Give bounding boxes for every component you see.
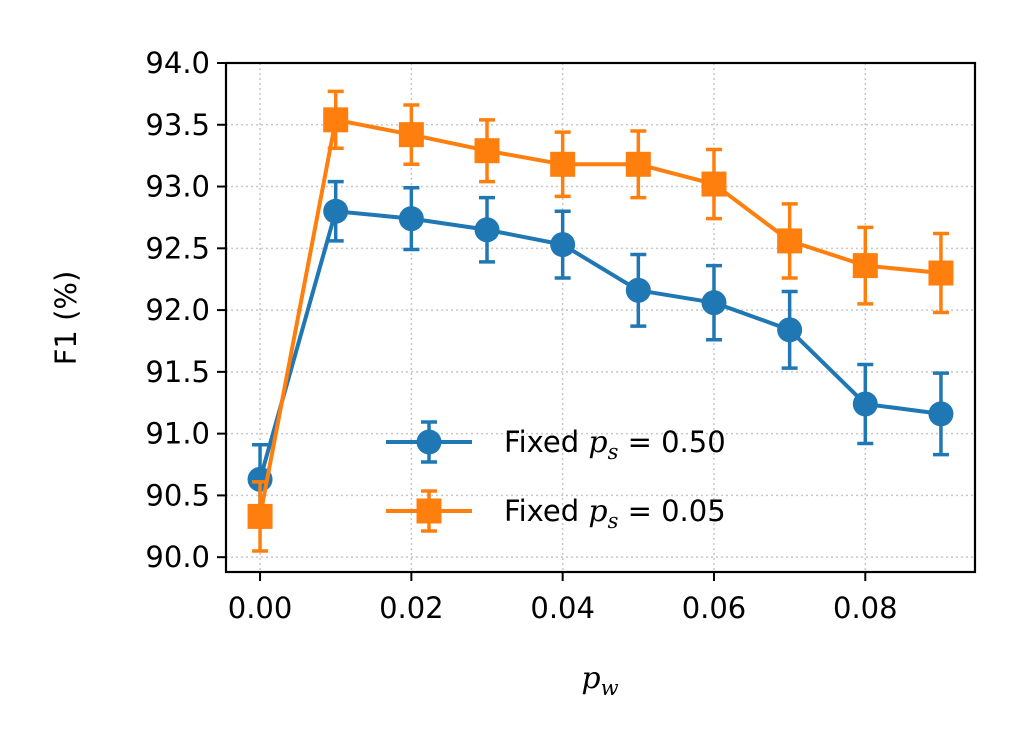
- legend-sub: s: [608, 509, 619, 533]
- y-tick-label: 93.5: [145, 108, 210, 142]
- legend-marker: [416, 429, 442, 455]
- legend-entry-1: Fixed ps = 0.50: [386, 420, 726, 464]
- legend-var: p: [588, 494, 607, 529]
- y-tick-label: 94.0: [145, 46, 210, 80]
- data-point: [474, 138, 500, 164]
- series-line: [258, 117, 942, 517]
- data-point: [247, 503, 273, 529]
- data-point: [852, 253, 878, 279]
- legend-prefix: Fixed: [504, 425, 588, 459]
- x-axis-label-sub: w: [601, 676, 619, 700]
- series-line: [258, 209, 942, 480]
- data-point: [323, 107, 349, 133]
- x-axis-label-base: p: [581, 661, 600, 696]
- x-tick-label: 0.04: [530, 591, 595, 625]
- series-layer: [247, 89, 954, 553]
- data-point: [398, 206, 424, 232]
- data-point: [701, 171, 727, 197]
- legend-label: Fixed ps = 0.05: [504, 494, 726, 533]
- x-axis-label: pw: [581, 661, 618, 700]
- legend-label: Fixed ps = 0.50: [504, 425, 726, 464]
- y-tick-label: 93.0: [145, 170, 210, 204]
- data-point: [550, 151, 576, 177]
- x-tick-label: 0.08: [833, 591, 898, 625]
- legend-marker: [416, 498, 442, 524]
- legend-sub: s: [608, 440, 619, 464]
- legend-value: = 0.05: [618, 494, 725, 528]
- series-2: [247, 89, 954, 553]
- y-tick-label: 92.5: [145, 231, 210, 265]
- legend-value: = 0.50: [618, 425, 725, 459]
- series-1: [247, 179, 954, 516]
- data-point: [398, 122, 424, 148]
- x-tick-label: 0.06: [682, 591, 747, 625]
- plot-frame: [224, 61, 977, 574]
- y-tick-label: 91.0: [145, 417, 210, 451]
- data-point: [625, 277, 651, 303]
- data-point: [777, 228, 803, 254]
- data-point: [701, 290, 727, 316]
- y-tick-label: 91.5: [145, 355, 210, 389]
- ticks: 90.0 90.5 91.0 91.5 92.0 92.5 93.0 93.5 94.0 0.00…: [145, 46, 897, 625]
- data-point: [928, 260, 954, 286]
- data-point: [928, 401, 954, 427]
- data-point: [625, 151, 651, 177]
- legend-var: p: [588, 425, 607, 460]
- x-tick-label: 0.00: [228, 591, 293, 625]
- y-axis-label: F1 (%): [49, 271, 83, 366]
- legend-entry-2: Fixed ps = 0.05: [386, 489, 726, 533]
- data-point: [852, 391, 878, 417]
- data-point: [323, 198, 349, 224]
- legend-prefix: Fixed: [504, 494, 588, 528]
- y-tick-label: 90.5: [145, 478, 210, 512]
- y-tick-label: 90.0: [145, 540, 210, 574]
- x-tick-label: 0.02: [379, 591, 444, 625]
- data-point: [777, 317, 803, 343]
- data-point: [550, 232, 576, 258]
- data-point: [474, 217, 500, 243]
- y-tick-label: 92.0: [145, 293, 210, 327]
